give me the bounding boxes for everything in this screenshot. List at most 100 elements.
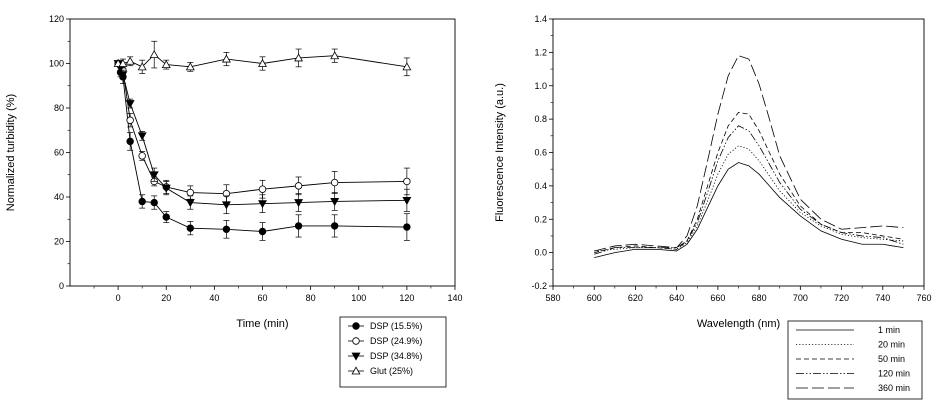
legend: 1 min 20 min 50 min 120 min 360 min [787,320,923,400]
data-point [402,62,412,71]
y-axis-label: Normalized turbidity (%) [5,94,17,211]
series-line-1-min [594,162,904,259]
data-point [294,53,304,62]
series-50-min [594,112,904,254]
series-dsp-15-5 [114,59,411,241]
data-point [402,196,412,205]
data-point [330,178,339,187]
series-dsp-24-9 [114,59,411,203]
y-tick-label: 1.4 [534,14,547,24]
data-point [330,222,339,230]
data-point [137,62,147,71]
x-tick-label: 80 [306,293,316,303]
y-tick-label: -0.2 [531,281,547,291]
data-point [161,184,171,193]
legend-box [787,320,923,400]
legend-label: Glut (25%) [370,366,413,376]
data-point [294,182,303,190]
data-point [185,62,195,71]
data-point [330,198,340,207]
data-point [294,199,304,208]
data-point [138,197,146,206]
data-point [403,177,411,186]
legend: DSP (15.5%) DSP (24.9%) DSP (34.8%) Glut (2… [339,316,447,388]
y-tick-label: 40 [54,192,64,202]
data-point [162,213,170,221]
x-tick-label: 20 [161,293,171,303]
y-tick-label: 80 [54,103,64,113]
fluorescence-chart: 580 600 620 640 660 680 700 720 740 760 -0.2 0.0 0.2… [494,14,932,400]
x-tick-label: 0 [116,293,121,303]
series-line-dsp-24-9 [117,63,407,195]
x-tick-label: 720 [834,293,849,303]
x-tick-label: 580 [545,293,560,303]
data-point [149,49,159,58]
y-tick-label: 1.2 [534,47,547,57]
x-tick-label: 100 [351,293,366,303]
data-point [125,56,135,65]
series-line-360-min [594,55,904,252]
y-tick-label: 20 [54,237,64,247]
legend-label: 50 min [878,354,905,364]
data-point [258,200,267,209]
y-tick-label: 0 [59,281,64,291]
data-point [185,199,195,208]
series-glut-25 [113,40,412,77]
y-tick-label: 1.0 [534,81,547,91]
legend-marker [351,352,361,361]
data-point [125,100,135,109]
y-tick-label: 60 [54,148,64,158]
series-360-min [594,55,904,252]
x-tick-label: 600 [587,293,602,303]
data-point [186,224,195,232]
legend-label: DSP (24.9%) [370,336,422,346]
data-point [258,58,267,67]
x-axis-label: Time (min) [236,318,288,330]
y-tick-label: 0.8 [534,114,547,124]
legend-marker [351,366,361,375]
y-tick-label: 120 [49,14,64,24]
legend-label: 120 min [878,369,910,379]
series-line-50-min [594,112,904,254]
legend-label: DSP (15.5%) [370,321,422,331]
data-point [258,185,267,193]
x-tick-label: 40 [209,293,219,303]
data-point [126,137,134,146]
data-point [186,188,195,197]
series-1-min [594,162,904,259]
y-tick-label: 100 [49,59,64,69]
y-tick-label: 0.4 [534,181,547,191]
data-point [138,152,146,160]
data-point [221,201,231,210]
x-tick-label: 140 [447,293,462,303]
x-axis-label: Wavelength (nm) [697,318,780,330]
data-point [149,171,159,180]
x-tick-label: 740 [875,293,890,303]
plot-frame [552,18,925,287]
x-tick-label: 640 [669,293,684,303]
x-tick-label: 120 [399,293,414,303]
legend-label: 20 min [878,340,905,350]
data-point [294,222,303,230]
data-point [118,71,128,80]
x-tick-label: 60 [257,293,267,303]
y-tick-label: 0.0 [534,248,547,258]
data-point [258,227,267,236]
y-tick-label: 0.6 [534,148,547,158]
data-point [137,132,147,141]
legend-label: DSP (34.8%) [370,351,422,361]
data-point [222,225,231,233]
data-point [150,198,158,207]
series-line-120-min [594,125,904,255]
x-tick-label: 620 [628,293,643,303]
data-point [221,54,231,63]
turbidity-chart: 0 20 40 60 80 100 120 140 0 20 40 60 80 100 120 Time (m… [5,14,463,388]
legend-marker [352,337,360,345]
legend-label: 1 min [878,325,900,335]
data-point [403,223,411,231]
data-point [126,116,134,124]
x-tick-label: 700 [793,293,808,303]
data-point [161,59,171,69]
data-point [330,51,340,60]
